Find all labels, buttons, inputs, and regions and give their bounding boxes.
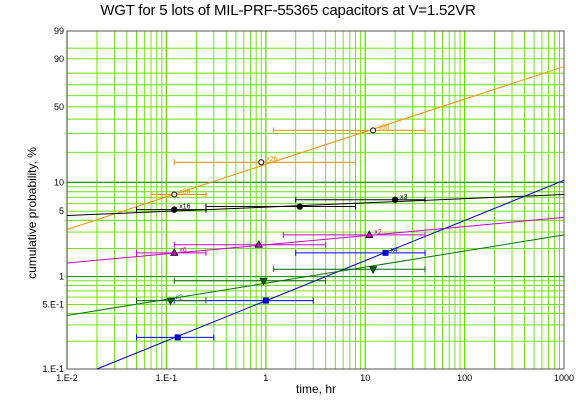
x-tick-label: 100 [457, 373, 472, 383]
data-points [166, 127, 399, 341]
point-label: x28 [179, 188, 190, 195]
data-point-orange [258, 159, 265, 166]
x-tick-label: 1.E-2 [56, 373, 78, 383]
fit-line-magenta [66, 216, 565, 264]
y-tick-label: 1.E-1 [42, 364, 64, 374]
data-point-magenta [254, 239, 263, 248]
fit-line-orange [66, 66, 565, 230]
data-point-black [296, 203, 304, 210]
point-label: x2 [374, 229, 382, 236]
y-tick-label: 90 [54, 54, 64, 64]
fit-line-black [66, 193, 565, 217]
y-tick-label: 5.E-1 [42, 299, 64, 309]
point-label: x50 [378, 124, 389, 131]
data-point-green [259, 277, 268, 286]
fit-line-green [66, 234, 565, 316]
point-label: x16 [179, 204, 190, 211]
point-label: x2 [176, 295, 184, 302]
data-point-black [391, 196, 399, 203]
point-labels: x28 x26 x50 x16 x3 x6 x2 x4 x2 [176, 124, 408, 301]
data-point-blue [382, 249, 389, 256]
point-label: x6 [179, 247, 187, 254]
point-label: x3 [400, 194, 408, 201]
x-axis-label: time, hr [296, 382, 336, 396]
data-point-orange [370, 127, 377, 134]
point-label: x26 [266, 156, 277, 163]
x-tick-label: 10 [360, 373, 370, 383]
data-point-blue [262, 297, 269, 304]
y-axis-label: cumulative probability, % [25, 147, 39, 279]
point-label: x4 [390, 247, 398, 254]
x-tick-label: 1.E-1 [156, 373, 178, 383]
plot-border [66, 30, 565, 370]
x-tick-label: 1000 [554, 373, 574, 383]
y-tick-label: 1 [59, 272, 64, 282]
chart-title: WGT for 5 lots of MIL-PRF-55365 capacito… [100, 2, 476, 19]
data-point-orange [171, 191, 178, 198]
data-point-green [166, 297, 175, 306]
data-point-magenta [365, 230, 374, 238]
x-tick-label: 1 [263, 373, 268, 383]
y-tick-label: 10 [54, 177, 64, 187]
y-tick-label: 99 [54, 26, 64, 36]
y-tick-label: 5 [59, 206, 64, 216]
data-point-magenta [170, 247, 179, 256]
data-point-blue [174, 334, 181, 341]
data-point-black [171, 206, 178, 213]
data-point-green [368, 266, 378, 275]
y-tick-label: 50 [54, 102, 64, 112]
